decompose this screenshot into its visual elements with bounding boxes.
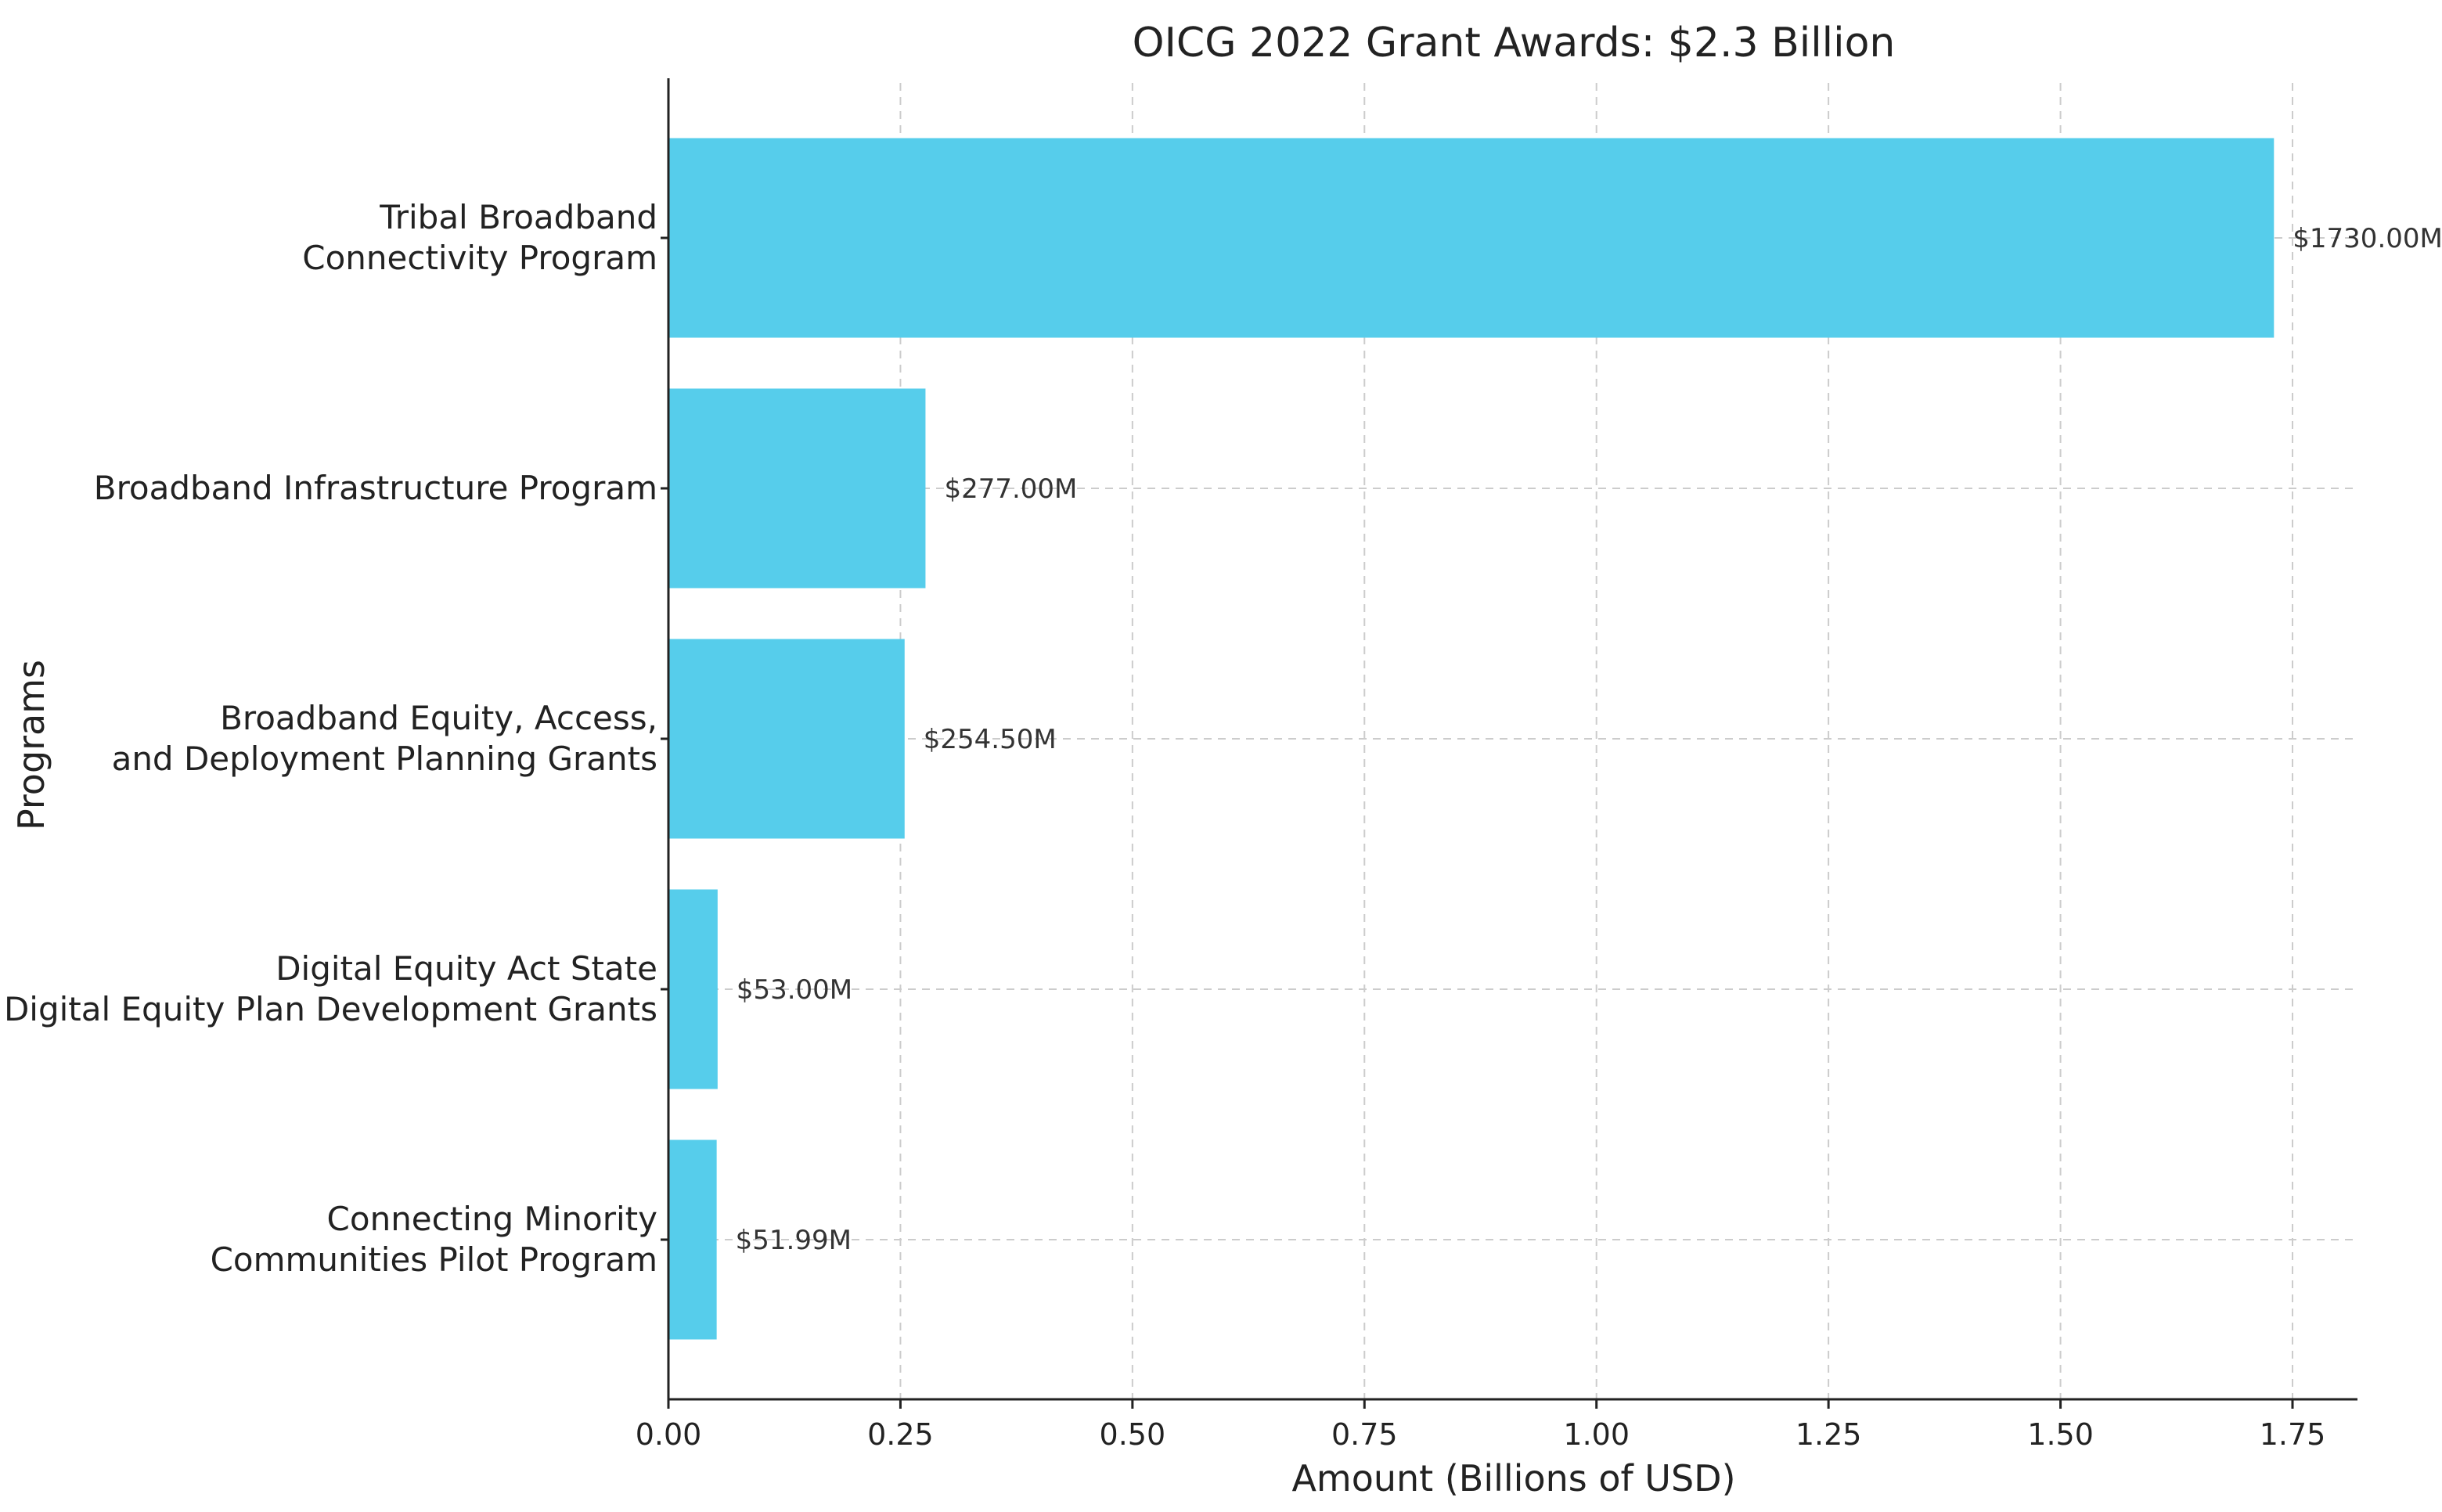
bar: [668, 388, 926, 589]
category-label: Connecting Minority Communities Pilot Pro…: [211, 1200, 657, 1279]
x-tick-label: 1.25: [1795, 1417, 1862, 1452]
y-axis-label: Programs: [10, 660, 52, 830]
bar-value-label: $277.00M: [944, 473, 1077, 505]
axes: 0.00 0.25 0.50 0.75 1.00 1.25 1.50 1.75 Tribal B…: [4, 78, 2357, 1452]
x-tick-label: 0.25: [867, 1417, 934, 1452]
x-tick-label: 0.00: [636, 1417, 702, 1452]
x-tick-label: 1.75: [2260, 1417, 2326, 1452]
chart-title: OICG 2022 Grant Awards: $2.3 Billion: [1133, 20, 1896, 67]
bar: [668, 138, 2275, 338]
category-label: Broadband Infrastructure Program: [94, 469, 657, 507]
x-tick-label: 1.50: [2027, 1417, 2094, 1452]
bars: $1730.00M $277.00M $254.50M $53.00M $51.99M: [668, 138, 2442, 1340]
category-label: Digital Equity Act State Digital Equity P…: [4, 949, 657, 1028]
x-tick-label: 0.75: [1331, 1417, 1398, 1452]
bar: [668, 889, 718, 1089]
bar-value-label: $254.50M: [924, 724, 1057, 755]
bar: [668, 1139, 717, 1340]
category-label: Tribal Broadband Connectivity Program: [302, 198, 657, 277]
x-axis-label: Amount (Billions of USD): [1291, 1457, 1735, 1499]
bar-value-label: $51.99M: [736, 1225, 852, 1256]
bar: [668, 639, 905, 839]
x-tick-label: 0.50: [1100, 1417, 1166, 1452]
x-tick-label: 1.00: [1563, 1417, 1630, 1452]
bar-value-label: $1730.00M: [2293, 223, 2442, 254]
bar-value-label: $53.00M: [737, 974, 852, 1006]
category-label: Broadband Equity, Access, and Deployment …: [112, 699, 657, 778]
